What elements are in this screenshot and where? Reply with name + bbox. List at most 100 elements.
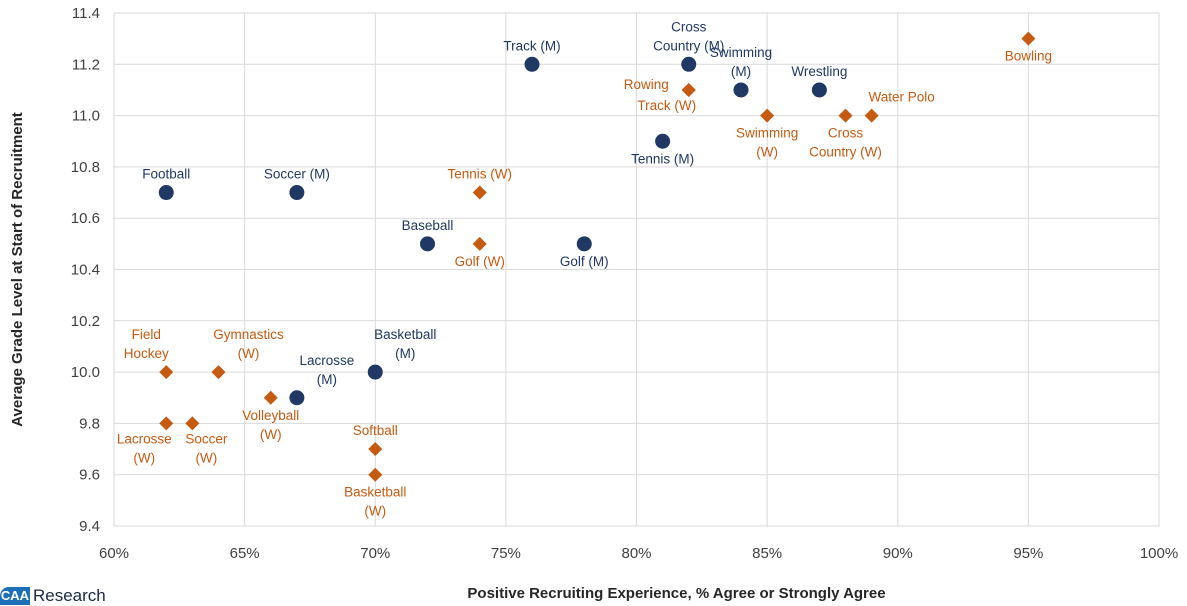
point-label: Softball: [353, 423, 398, 438]
data-point-circle: [524, 56, 540, 72]
data-point-diamond: [1021, 31, 1036, 46]
point-label: Lacrosse (W): [117, 431, 172, 465]
point-label: Bowling: [1005, 49, 1052, 64]
x-tick-label: 80%: [621, 545, 651, 562]
caa-research-logo: CAA Research: [0, 583, 120, 605]
point-label-line: (W): [133, 450, 155, 465]
y-tick-label: 9.6: [79, 467, 100, 484]
y-tick-label: 10.4: [71, 262, 100, 279]
point-label: Soccer (M): [264, 167, 330, 182]
point-label-line: Field: [132, 327, 161, 342]
data-point-diamond: [211, 365, 226, 380]
data-point-circle: [733, 82, 749, 98]
point-label: Golf (W): [455, 254, 505, 269]
data-point-diamond: [368, 442, 383, 457]
point-label: Baseball: [402, 218, 454, 233]
point-label-line: Lacrosse: [117, 431, 172, 446]
y-tick-label: 9.4: [79, 518, 100, 535]
point-label-line: Swimming: [710, 45, 772, 60]
x-tick-label: 95%: [1013, 545, 1043, 562]
y-axis-title: Average Grade Level at Start of Recruitm…: [9, 112, 26, 427]
point-label-line: Swimming: [736, 126, 798, 141]
point-label-line: (W): [364, 504, 386, 519]
point-label: Football: [142, 167, 190, 182]
data-point-diamond: [159, 416, 174, 431]
data-point-diamond: [838, 108, 853, 123]
data-point-circle: [576, 236, 592, 252]
grid-lines: [113, 12, 1160, 527]
point-label: Track (M): [503, 38, 560, 53]
x-tick-label: 60%: [99, 545, 129, 562]
data-point-diamond: [185, 416, 200, 431]
data-point-circle: [655, 133, 671, 149]
point-label-line: Water Polo: [868, 90, 934, 105]
point-label-line: Gymnastics: [213, 327, 284, 342]
point-label: Tennis (M): [631, 151, 694, 166]
data-point-circle: [289, 185, 305, 201]
point-label-line: Lacrosse: [299, 353, 354, 368]
point-labels: Football Soccer (M) Baseball Track (M) Golf …: [117, 19, 1052, 518]
y-tick-label: 10.8: [71, 159, 100, 176]
point-label: Gymnastics (W): [213, 327, 284, 361]
point-label-line: Baseball: [402, 218, 454, 233]
point-label: Basketball (M): [374, 327, 436, 361]
point-label-line: Golf (M): [560, 254, 609, 269]
point-label-line: Tennis (M): [631, 151, 694, 166]
y-tick-label: 11.2: [72, 56, 100, 73]
data-points: [158, 31, 1036, 482]
data-point-circle: [420, 236, 435, 252]
x-tick-label: 85%: [752, 545, 782, 562]
point-label-line: Tennis (W): [447, 167, 512, 182]
point-label: Cross Country (M): [653, 19, 724, 53]
point-label-line: Country (M): [653, 38, 724, 53]
point-label-line: Golf (W): [455, 254, 505, 269]
point-label-line: Volleyball: [242, 408, 299, 423]
point-label-line: Country (W): [809, 145, 882, 160]
y-tick-label: 11.4: [72, 5, 100, 22]
x-axis-title: Positive Recruiting Experience, % Agree …: [467, 585, 885, 602]
data-point-circle: [681, 56, 697, 72]
point-label: Track (W): [637, 98, 696, 113]
point-label-line: Basketball: [344, 485, 406, 500]
point-label-line: Bowling: [1005, 49, 1052, 64]
point-label-line: Basketball: [374, 327, 436, 342]
point-label-line: Cross: [671, 19, 707, 34]
y-tick-label: 10.2: [71, 313, 100, 330]
x-tick-label: 100%: [1140, 545, 1178, 562]
point-label-line: (M): [317, 372, 337, 387]
point-label: Wrestling: [791, 64, 847, 79]
y-tick-label: 10.6: [71, 210, 100, 227]
data-point-diamond: [368, 467, 383, 482]
point-label: Swimming (W): [736, 126, 798, 160]
point-label-line: (W): [756, 145, 778, 160]
data-point-diamond: [681, 82, 696, 97]
y-tick-label: 9.8: [79, 415, 100, 432]
point-label-line: (W): [260, 427, 282, 442]
point-label: Tennis (W): [447, 167, 512, 182]
point-label-line: Soccer (M): [264, 167, 330, 182]
point-label: Volleyball (W): [242, 408, 299, 442]
data-point-diamond: [472, 185, 487, 200]
point-label-line: Track (W): [637, 98, 696, 113]
point-label-line: (W): [196, 450, 218, 465]
point-label-line: (M): [395, 346, 415, 361]
point-label-line: Cross: [828, 126, 864, 141]
point-label: Soccer (W): [185, 431, 228, 465]
point-label-line: Softball: [353, 423, 398, 438]
point-label: Golf (M): [560, 254, 609, 269]
point-label: Water Polo: [868, 90, 934, 105]
point-label: Swimming (M): [710, 45, 772, 79]
point-label-line: Football: [142, 167, 190, 182]
point-label-line: Rowing: [624, 77, 669, 92]
data-point-diamond: [472, 236, 487, 251]
point-label-line: Hockey: [124, 346, 169, 361]
y-tick-label: 11.0: [72, 108, 100, 125]
point-label: Basketball (W): [344, 485, 406, 519]
y-tick-label: 10.0: [71, 364, 100, 381]
x-tick-label: 75%: [491, 545, 521, 562]
point-label-line: (W): [238, 346, 260, 361]
caa-logo-mark: CAA: [0, 587, 30, 605]
point-label: Rowing: [624, 77, 669, 92]
x-tick-label: 90%: [883, 545, 913, 562]
